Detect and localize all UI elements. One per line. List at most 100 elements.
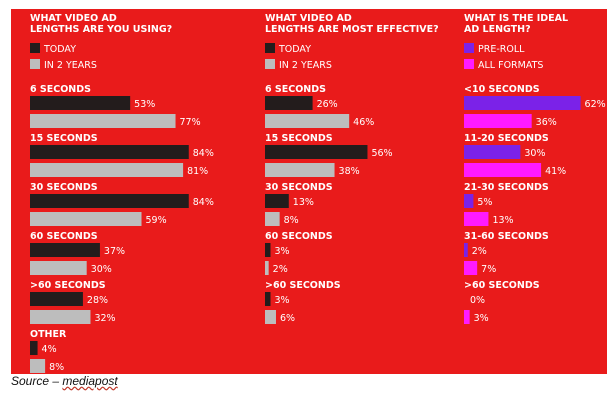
- legend-swatch: [30, 59, 40, 69]
- category-label: 31-60 SECONDS: [464, 231, 549, 242]
- value-label: 84%: [193, 197, 214, 208]
- legend-label: TODAY: [43, 44, 76, 55]
- bar: [464, 212, 489, 226]
- legend-label: PRE-ROLL: [478, 44, 525, 55]
- infographic-panel: WHAT VIDEO AD LENGTHS ARE YOU USING? TODAY…: [11, 9, 607, 374]
- value-label: 28%: [87, 295, 108, 306]
- value-label: 2%: [472, 246, 487, 257]
- value-label: 30%: [524, 148, 545, 159]
- bar: [30, 194, 189, 208]
- value-label: 62%: [585, 99, 606, 110]
- bar: [30, 163, 184, 177]
- chart-title-line2: AD LENGTH?: [464, 24, 531, 35]
- bar: [30, 310, 91, 324]
- value-label: 4%: [42, 344, 57, 355]
- value-label: 81%: [187, 166, 208, 177]
- category-label: >60 SECONDS: [265, 280, 341, 291]
- category-label: OTHER: [30, 329, 67, 340]
- value-label: 8%: [49, 362, 64, 373]
- bar: [265, 96, 313, 110]
- bar: [464, 194, 474, 208]
- value-label: 0%: [470, 295, 485, 306]
- chart-title-line2: LENGTHS ARE MOST EFFECTIVE?: [265, 24, 439, 35]
- category-label: <10 SECONDS: [464, 84, 540, 95]
- bar: [464, 261, 478, 275]
- bar: [464, 243, 468, 257]
- value-label: 8%: [284, 215, 299, 226]
- bar: [30, 341, 38, 355]
- legend-swatch: [464, 59, 474, 69]
- value-label: 2%: [273, 264, 288, 275]
- source-prefix: Source –: [11, 374, 63, 388]
- value-label: 5%: [477, 197, 492, 208]
- value-label: 13%: [293, 197, 314, 208]
- legend-label: TODAY: [278, 44, 311, 55]
- category-label: 11-20 SECONDS: [464, 133, 549, 144]
- legend-label: IN 2 YEARS: [279, 60, 332, 71]
- bar: [265, 261, 269, 275]
- value-label: 37%: [104, 246, 125, 257]
- value-label: 41%: [545, 166, 566, 177]
- value-label: 3%: [474, 313, 489, 324]
- bar: [265, 292, 271, 306]
- category-label: >60 SECONDS: [30, 280, 106, 291]
- category-label: 60 SECONDS: [265, 231, 333, 242]
- source-name: mediapost: [62, 374, 118, 388]
- value-label: 77%: [180, 117, 201, 128]
- legend-swatch: [265, 43, 275, 53]
- value-label: 13%: [492, 215, 513, 226]
- bar: [30, 292, 83, 306]
- bar: [30, 261, 87, 275]
- category-label: 6 SECONDS: [265, 84, 326, 95]
- bar: [30, 243, 100, 257]
- category-label: 30 SECONDS: [30, 182, 98, 193]
- value-label: 3%: [274, 246, 289, 257]
- legend-label: IN 2 YEARS: [44, 60, 97, 71]
- chart-title-line1: WHAT VIDEO AD: [265, 13, 352, 24]
- bar: [464, 163, 542, 177]
- bar: [265, 212, 280, 226]
- bar: [265, 163, 335, 177]
- legend-swatch: [464, 43, 474, 53]
- chart-title-line1: WHAT VIDEO AD: [30, 13, 117, 24]
- legend-label: ALL FORMATS: [478, 60, 543, 71]
- bar: [30, 96, 131, 110]
- value-label: 84%: [193, 148, 214, 159]
- category-label: 30 SECONDS: [265, 182, 333, 193]
- value-label: 26%: [317, 99, 338, 110]
- legend-swatch: [265, 59, 275, 69]
- bar: [265, 310, 276, 324]
- source-caption: Source – mediapost: [11, 374, 118, 388]
- legend-swatch: [30, 43, 40, 53]
- value-label: 7%: [481, 264, 496, 275]
- category-label: 6 SECONDS: [30, 84, 91, 95]
- bar: [265, 243, 271, 257]
- bar: [30, 145, 189, 159]
- category-label: 15 SECONDS: [265, 133, 333, 144]
- bar: [30, 359, 46, 373]
- value-label: 56%: [371, 148, 392, 159]
- bar: [265, 114, 350, 128]
- bar: [30, 114, 176, 128]
- bar: [30, 212, 142, 226]
- chart-title-line2: LENGTHS ARE YOU USING?: [30, 24, 172, 35]
- bar: [464, 114, 532, 128]
- bar: [265, 194, 289, 208]
- value-label: 30%: [91, 264, 112, 275]
- value-label: 32%: [94, 313, 115, 324]
- category-label: 15 SECONDS: [30, 133, 98, 144]
- category-label: 60 SECONDS: [30, 231, 98, 242]
- value-label: 53%: [134, 99, 155, 110]
- category-label: 21-30 SECONDS: [464, 182, 549, 193]
- value-label: 3%: [274, 295, 289, 306]
- value-label: 36%: [536, 117, 557, 128]
- bar: [464, 96, 581, 110]
- value-label: 59%: [146, 215, 167, 226]
- value-label: 6%: [280, 313, 295, 324]
- value-label: 38%: [339, 166, 360, 177]
- category-label: >60 SECONDS: [464, 280, 540, 291]
- bar: [464, 145, 521, 159]
- bar: [464, 310, 470, 324]
- value-label: 46%: [353, 117, 374, 128]
